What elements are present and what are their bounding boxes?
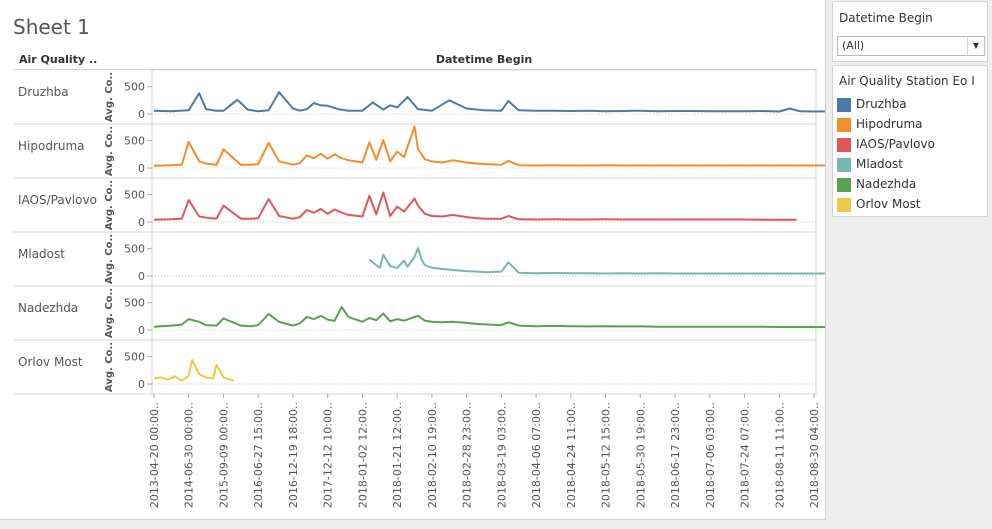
series-line-mladost [368, 247, 825, 275]
color-legend: Air Quality Station Eo I ... Druzhba Hip… [832, 65, 988, 217]
sheet-title: Sheet 1 [13, 15, 90, 39]
x-tick-label: 2018-08-30 04:00.. [808, 402, 821, 508]
date-filter-dropdown[interactable]: (All) ▼ [837, 36, 985, 56]
y-tick-label: 0 [138, 162, 145, 175]
x-tick-label: 2018-07-24 07:00.. [739, 402, 752, 508]
y-tick-label: 0 [138, 270, 145, 283]
y-tick-label: 0 [138, 216, 145, 229]
legend-title: Air Quality Station Eo I ... [839, 74, 979, 88]
y-axis-title: Avg. Co.. [104, 126, 115, 176]
row-label: Nadezhda [18, 301, 78, 315]
legend-swatch [837, 118, 851, 132]
x-tick-label: 2014-06-30 00:00.. [183, 402, 196, 508]
x-tick-label: 2016-12-19 18:00.. [287, 402, 300, 508]
panel-frame [151, 285, 817, 341]
y-axis-title: Avg. Co.. [104, 234, 115, 284]
row-label: Hipodruma [18, 139, 85, 153]
legend-swatch [837, 198, 851, 212]
row-label: Druzhba [18, 85, 69, 99]
x-tick-label: 2018-04-06 07:00.. [530, 402, 543, 508]
x-tick-label: 2018-06-17 23:00.. [669, 402, 682, 508]
x-tick-label: 2017-12-12 10:00.. [322, 402, 335, 508]
legend-swatch [837, 138, 851, 152]
x-tick-label: 2018-02-10 19:00.. [426, 402, 439, 508]
series-line-iaos-pavlovo [153, 191, 797, 221]
legend-swatch [837, 178, 851, 192]
legend-label: Druzhba [856, 97, 907, 111]
chart-area: Druzhba Avg. Co.. 0 500 Hipodruma Avg. Co.. 0 5… [13, 69, 825, 508]
chevron-down-icon[interactable]: ▼ [967, 37, 984, 55]
x-tick-label: 2018-02-28 23:00.. [461, 402, 474, 508]
y-axis-title: Avg. Co.. [104, 180, 115, 230]
panel-frame [151, 177, 817, 233]
y-tick-label: 500 [124, 351, 145, 364]
row-label: Mladost [18, 247, 65, 261]
row-label: Orlov Most [18, 355, 83, 369]
y-tick-label: 500 [124, 81, 145, 94]
series-line-druzhba [153, 91, 825, 113]
panel-frame [151, 69, 817, 125]
legend-label: Hipodruma [856, 117, 923, 131]
x-tick-label: 2018-05-30 19:00.. [634, 402, 647, 508]
x-tick-label: 2018-05-12 15:00.. [600, 402, 613, 508]
legend-label: Nadezhda [856, 177, 917, 191]
series-line-nadezhda [153, 306, 825, 328]
x-tick-label: 2016-06-27 15:00.. [252, 402, 265, 508]
y-axis-title: Avg. Co.. [104, 342, 115, 392]
legend-label: Mladost [856, 157, 903, 171]
row-label: IAOS/Pavlovo [18, 193, 97, 207]
filter-selected-value: (All) [842, 39, 865, 52]
x-tick-label: 2018-01-02 12:00.. [356, 402, 369, 508]
date-filter-card: Datetime Begin (All) ▼ [832, 1, 988, 62]
worksheet: Sheet 1 Air Quality .. Datetime Begin Dr… [0, 0, 826, 520]
legend-swatch [837, 158, 851, 172]
panel-frame [151, 231, 817, 287]
y-tick-label: 0 [138, 378, 145, 391]
legend-swatch [837, 98, 851, 112]
y-tick-label: 500 [124, 189, 145, 202]
x-tick-label: 2018-04-24 11:00.. [565, 402, 578, 508]
filter-title: Datetime Begin [839, 11, 933, 25]
series-line-orlov-most [153, 358, 235, 382]
series-line-hipodruma [153, 125, 825, 167]
column-header: Datetime Begin [435, 53, 533, 66]
y-axis-title: Avg. Co.. [104, 288, 115, 338]
x-tick-label: 2015-09-09 00:00.. [217, 402, 230, 508]
y-axis-title: Avg. Co.. [104, 72, 115, 122]
y-tick-label: 0 [138, 108, 145, 121]
y-tick-label: 500 [124, 297, 145, 310]
y-tick-label: 500 [124, 243, 145, 256]
x-tick-label: 2013-04-20 00:00.. [148, 402, 161, 508]
legend-label: IAOS/Pavlovo [856, 137, 935, 151]
panel-frame [151, 339, 817, 395]
y-tick-label: 0 [138, 324, 145, 337]
legend-label: Orlov Most [856, 197, 921, 211]
x-tick-label: 2018-07-06 03:00.. [704, 402, 717, 508]
row-header: Air Quality .. [19, 53, 98, 66]
x-tick-label: 2018-03-19 03:00.. [495, 402, 508, 508]
x-tick-label: 2018-01-21 12:00.. [391, 402, 404, 508]
y-tick-label: 500 [124, 135, 145, 148]
panel-frame [151, 123, 817, 179]
x-tick-label: 2018-08-11 11:00.. [773, 402, 786, 508]
